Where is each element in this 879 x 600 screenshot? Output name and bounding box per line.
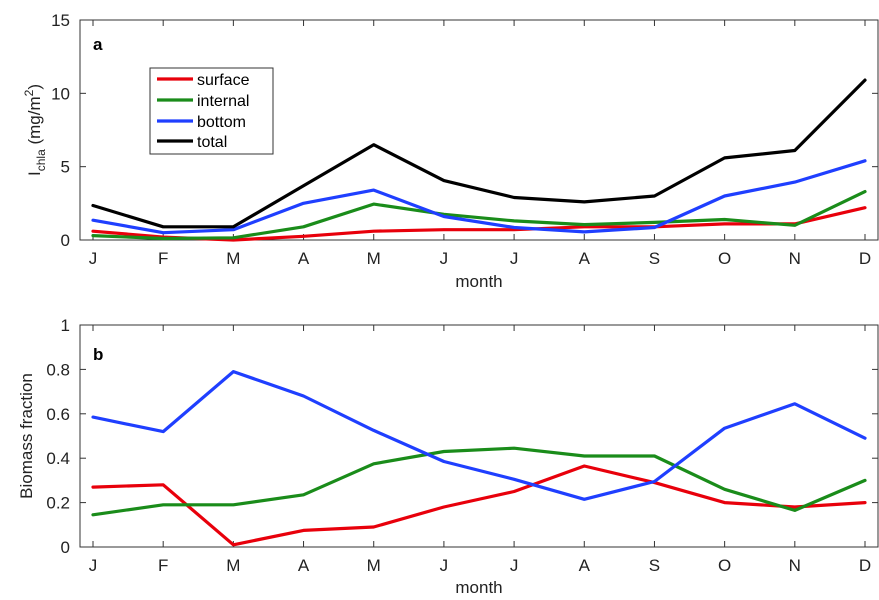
panel-b-x-tick-label: F <box>158 556 168 575</box>
panel-b-x-tick-label: D <box>859 556 871 575</box>
panel-a-y-ticks: 0 5 10 15 <box>51 11 878 250</box>
panel-a-x-tick-label: A <box>298 249 310 268</box>
panel-a-x-tick-label: M <box>367 249 381 268</box>
ylabel-sup: 2 <box>22 89 36 96</box>
panel-b-y-tick-label: 0.4 <box>46 449 70 468</box>
panel-b-x-tick-label: S <box>649 556 660 575</box>
panel-b-x-tick-label: A <box>298 556 310 575</box>
panel-a-series-total <box>91 78 867 229</box>
panel-a-x-tick-label: M <box>226 249 240 268</box>
legend-label-bottom: bottom <box>197 114 246 131</box>
panel-a-y-axis-label: Ichla (mg/m2) <box>22 84 48 176</box>
panel-a-x-axis-label: month <box>455 272 502 291</box>
panel-a-x-tick-label: F <box>158 249 168 268</box>
panel-b-x-tick-label: J <box>440 556 449 575</box>
panel-b-y-tick-label: 0.8 <box>46 360 70 379</box>
legend-label-internal: internal <box>197 93 249 110</box>
panel-b-x-tick-label: M <box>226 556 240 575</box>
panel-b-x-tick-label: O <box>718 556 731 575</box>
panel-a-x-tick-label: D <box>859 249 871 268</box>
panel-b-series-bottom <box>91 370 867 501</box>
ylabel-main: I <box>25 171 44 176</box>
panel-a-y-tick-label: 0 <box>61 231 70 250</box>
panel-a-x-tick-label: A <box>579 249 591 268</box>
panel-a-letter: a <box>93 35 103 54</box>
panel-b-series <box>91 370 867 547</box>
legend-label-total: total <box>197 134 227 151</box>
panel-a-y-tick-label: 15 <box>51 11 70 30</box>
panel-b-x-tick-label: J <box>510 556 519 575</box>
panel-b-letter: b <box>93 345 103 364</box>
panel-a-series-surface <box>91 206 867 242</box>
panel-a-legend: surface internal bottom total <box>149 67 274 155</box>
ylabel-sub: chla <box>34 149 48 171</box>
panel-a-x-tick-label: J <box>510 249 519 268</box>
panel-a-series <box>91 78 867 242</box>
panel-b-x-tick-label: M <box>367 556 381 575</box>
panel-b-series-surface <box>91 464 867 547</box>
panel-b-series-internal <box>91 446 867 517</box>
panel-b-y-tick-label: 0 <box>61 538 70 557</box>
panel-b-y-tick-label: 0.6 <box>46 405 70 424</box>
panel-a-x-tick-label: S <box>649 249 660 268</box>
panel-a-x-tick-label: J <box>89 249 98 268</box>
panel-b-y-tick-label: 0.2 <box>46 494 70 513</box>
panel-a: 0 5 10 15 J F M A M J J A S O N D a month Ichla (mg/m2… <box>22 11 879 291</box>
panel-b-axes-frame <box>79 324 879 548</box>
ylabel-close: ) <box>25 84 44 90</box>
ylabel-unit: (mg/m <box>25 96 44 149</box>
panel-b-x-tick-label: N <box>789 556 801 575</box>
panel-b-x-axis-label: month <box>455 578 502 597</box>
panel-b-y-ticks: 0 0.2 0.4 0.6 0.8 1 <box>46 316 878 557</box>
panel-a-series-bottom <box>91 159 867 235</box>
panel-a-series-internal <box>91 190 867 241</box>
panel-a-axes-frame <box>79 19 879 241</box>
panel-a-y-tick-label: 10 <box>51 84 70 103</box>
panel-a-x-tick-label: N <box>789 249 801 268</box>
panel-a-x-tick-label: O <box>718 249 731 268</box>
panel-b-y-tick-label: 1 <box>61 316 70 335</box>
panel-b-y-axis-label: Biomass fraction <box>17 373 36 499</box>
panel-b: 0 0.2 0.4 0.6 0.8 1 J F M A M J J A S O N D b month Biom… <box>17 316 879 597</box>
panel-b-x-tick-label: A <box>579 556 591 575</box>
legend-label-surface: surface <box>197 72 250 89</box>
panel-a-y-tick-label: 5 <box>61 158 70 177</box>
panel-b-x-tick-label: J <box>89 556 98 575</box>
panel-a-x-tick-label: J <box>440 249 449 268</box>
